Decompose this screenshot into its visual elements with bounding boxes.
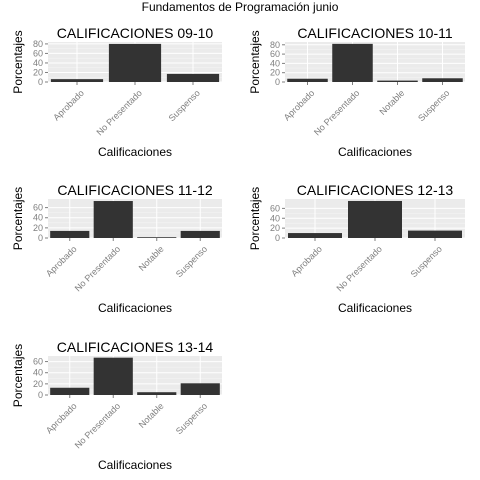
x-tick-label: No Presentado: [73, 401, 123, 451]
x-tick-label: Suspenso: [416, 88, 451, 123]
y-tick-label: 20: [270, 223, 280, 233]
x-tick-label: Suspenso: [174, 401, 209, 436]
bar-0: [287, 78, 328, 82]
bar-0: [50, 79, 104, 82]
chart-title: CALIFICACIONES 12-13: [297, 182, 454, 198]
y-axis-label: Porcentajes: [248, 30, 262, 93]
x-tick-label: Aprobado: [289, 244, 324, 279]
y-tick-label: 20: [33, 223, 43, 233]
y-tick-label: 0: [38, 390, 43, 400]
x-axis-label: Calificaciones: [98, 145, 172, 159]
x-tick-label: Suspenso: [409, 244, 444, 279]
y-tick-label: 0: [38, 77, 43, 87]
y-tick-label: 0: [275, 77, 280, 87]
y-axis-label: Porcentajes: [11, 344, 25, 407]
y-tick-label: 60: [33, 203, 43, 213]
plot-background: [285, 42, 465, 82]
x-tick-label: Aprobado: [44, 244, 79, 279]
chart-title: CALIFICACIONES 10-11: [297, 25, 453, 41]
bar-3: [180, 383, 220, 395]
y-tick-label: 60: [33, 357, 43, 367]
x-tick-label: Aprobado: [282, 88, 317, 123]
x-tick-label: No Presentado: [94, 88, 144, 138]
y-axis-label: Porcentajes: [11, 187, 25, 250]
y-tick-label: 0: [38, 233, 43, 243]
y-tick-label: 20: [33, 379, 43, 389]
y-tick-label: 80: [270, 40, 280, 50]
x-tick-label: Aprobado: [51, 88, 86, 123]
bar-0: [288, 233, 342, 238]
bar-2: [137, 392, 177, 395]
y-tick-label: 60: [270, 49, 280, 59]
x-axis-label: Calificaciones: [338, 145, 412, 159]
y-tick-label: 40: [33, 213, 43, 223]
y-tick-label: 40: [33, 58, 43, 68]
x-tick-label: No Presentado: [312, 88, 362, 138]
bar-2: [166, 73, 220, 82]
bar-1: [93, 201, 133, 238]
x-tick-label: Aprobado: [44, 401, 79, 436]
x-tick-label: Suspenso: [167, 88, 202, 123]
x-axis-label: Calificaciones: [98, 301, 172, 315]
x-tick-label: Notable: [377, 88, 406, 117]
y-tick-label: 60: [33, 48, 43, 58]
bar-1: [93, 357, 133, 395]
x-tick-label: Suspenso: [174, 244, 209, 279]
y-tick-label: 60: [270, 203, 280, 213]
chart-title: CALIFICACIONES 09-10: [57, 25, 214, 41]
figure-title: Fundamentos de Programación junio: [142, 0, 339, 14]
x-tick-label: Notable: [137, 244, 166, 273]
y-tick-label: 0: [275, 233, 280, 243]
y-axis-label: Porcentajes: [11, 30, 25, 93]
bar-3: [180, 230, 220, 238]
chart-title: CALIFICACIONES 13-14: [57, 339, 214, 355]
x-tick-label: No Presentado: [334, 244, 384, 294]
x-axis-label: Calificaciones: [98, 458, 172, 472]
chart-title: CALIFICACIONES 11-12: [57, 182, 213, 198]
x-tick-label: No Presentado: [73, 244, 123, 294]
bar-1: [332, 43, 373, 82]
bar-0: [50, 387, 90, 395]
y-tick-label: 40: [270, 213, 280, 223]
bar-1: [108, 43, 162, 82]
x-axis-label: Calificaciones: [338, 301, 412, 315]
y-tick-label: 20: [270, 68, 280, 78]
bar-1: [348, 200, 402, 238]
y-tick-label: 40: [33, 368, 43, 378]
bar-2: [137, 237, 177, 238]
x-tick-label: Notable: [137, 401, 166, 430]
y-axis-label: Porcentajes: [248, 187, 262, 250]
y-tick-label: 20: [33, 67, 43, 77]
bar-2: [377, 80, 418, 82]
bar-3: [422, 78, 463, 82]
bar-2: [408, 230, 462, 238]
y-tick-label: 80: [33, 39, 43, 49]
bar-0: [50, 230, 90, 238]
y-tick-label: 40: [270, 58, 280, 68]
